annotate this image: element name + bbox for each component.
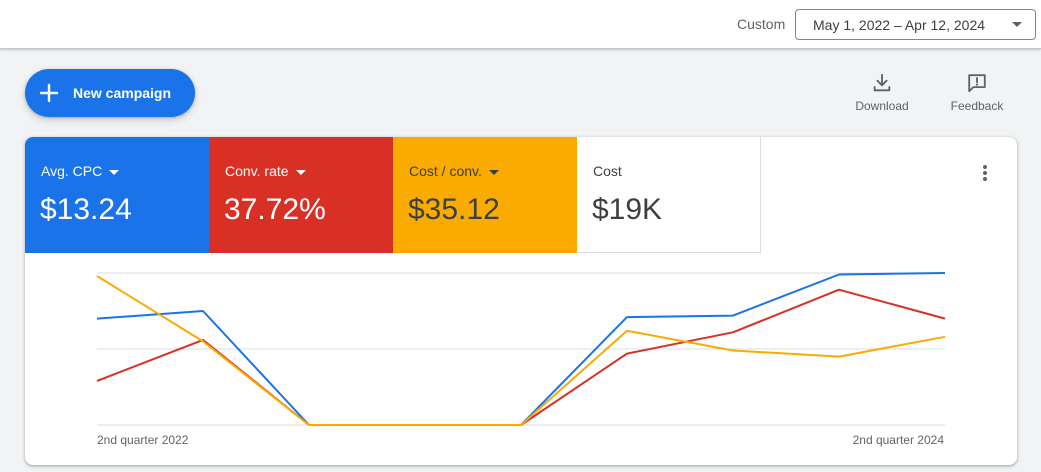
metric-tile-conv-rate[interactable]: Conv. rate 37.72%: [209, 137, 393, 253]
metric-value: $13.24: [40, 193, 132, 226]
chart-series-line-3: [96, 275, 946, 426]
metric-tile-avg-cpc[interactable]: Avg. CPC $13.24: [25, 137, 209, 253]
feedback-label: Feedback: [950, 99, 1004, 113]
plus-icon: [39, 83, 59, 103]
metric-name: Avg. CPC: [41, 163, 103, 179]
metric-name: Cost: [593, 163, 622, 179]
download-label: Download: [855, 99, 909, 113]
more-vert-icon[interactable]: [975, 161, 995, 185]
performance-card: Avg. CPC $13.24 Conv. rate 37.72% Cost /…: [25, 137, 1017, 465]
metric-tile-cost[interactable]: Cost $19K: [577, 137, 761, 253]
feedback-icon: [968, 74, 986, 93]
metric-value: $35.12: [408, 193, 500, 226]
new-campaign-label: New campaign: [73, 85, 172, 101]
date-range-type-label: Custom: [737, 16, 786, 32]
new-campaign-button[interactable]: New campaign: [25, 69, 195, 117]
date-range-value: May 1, 2022 – Apr 12, 2024: [813, 17, 986, 33]
top-bar: Custom May 1, 2022 – Apr 12, 2024: [0, 0, 1041, 49]
feedback-button[interactable]: Feedback: [937, 72, 1017, 116]
metric-tile-cost-per-conv[interactable]: Cost / conv. $35.12: [393, 137, 577, 253]
chevron-down-icon: [1012, 22, 1022, 27]
metric-name: Cost / conv.: [409, 163, 482, 179]
download-icon: [873, 73, 891, 92]
dropdown-caret-icon: [295, 169, 306, 175]
dropdown-caret-icon: [488, 169, 499, 175]
metric-value: $19K: [592, 193, 663, 226]
x-axis-tick-label-last: 2nd quarter 2024: [853, 433, 945, 447]
chart-gridlines: [97, 272, 945, 426]
chart-series: [96, 272, 946, 426]
x-axis-tick-label-first: 2nd quarter 2022: [97, 433, 189, 447]
performance-chart: 2nd quarter 2022 2nd quarter 2024: [96, 272, 946, 447]
date-range-selector[interactable]: May 1, 2022 – Apr 12, 2024: [795, 9, 1036, 40]
dropdown-caret-icon: [109, 169, 120, 175]
metric-value: 37.72%: [224, 193, 326, 226]
download-button[interactable]: Download: [842, 72, 922, 116]
metric-name: Conv. rate: [225, 163, 289, 179]
